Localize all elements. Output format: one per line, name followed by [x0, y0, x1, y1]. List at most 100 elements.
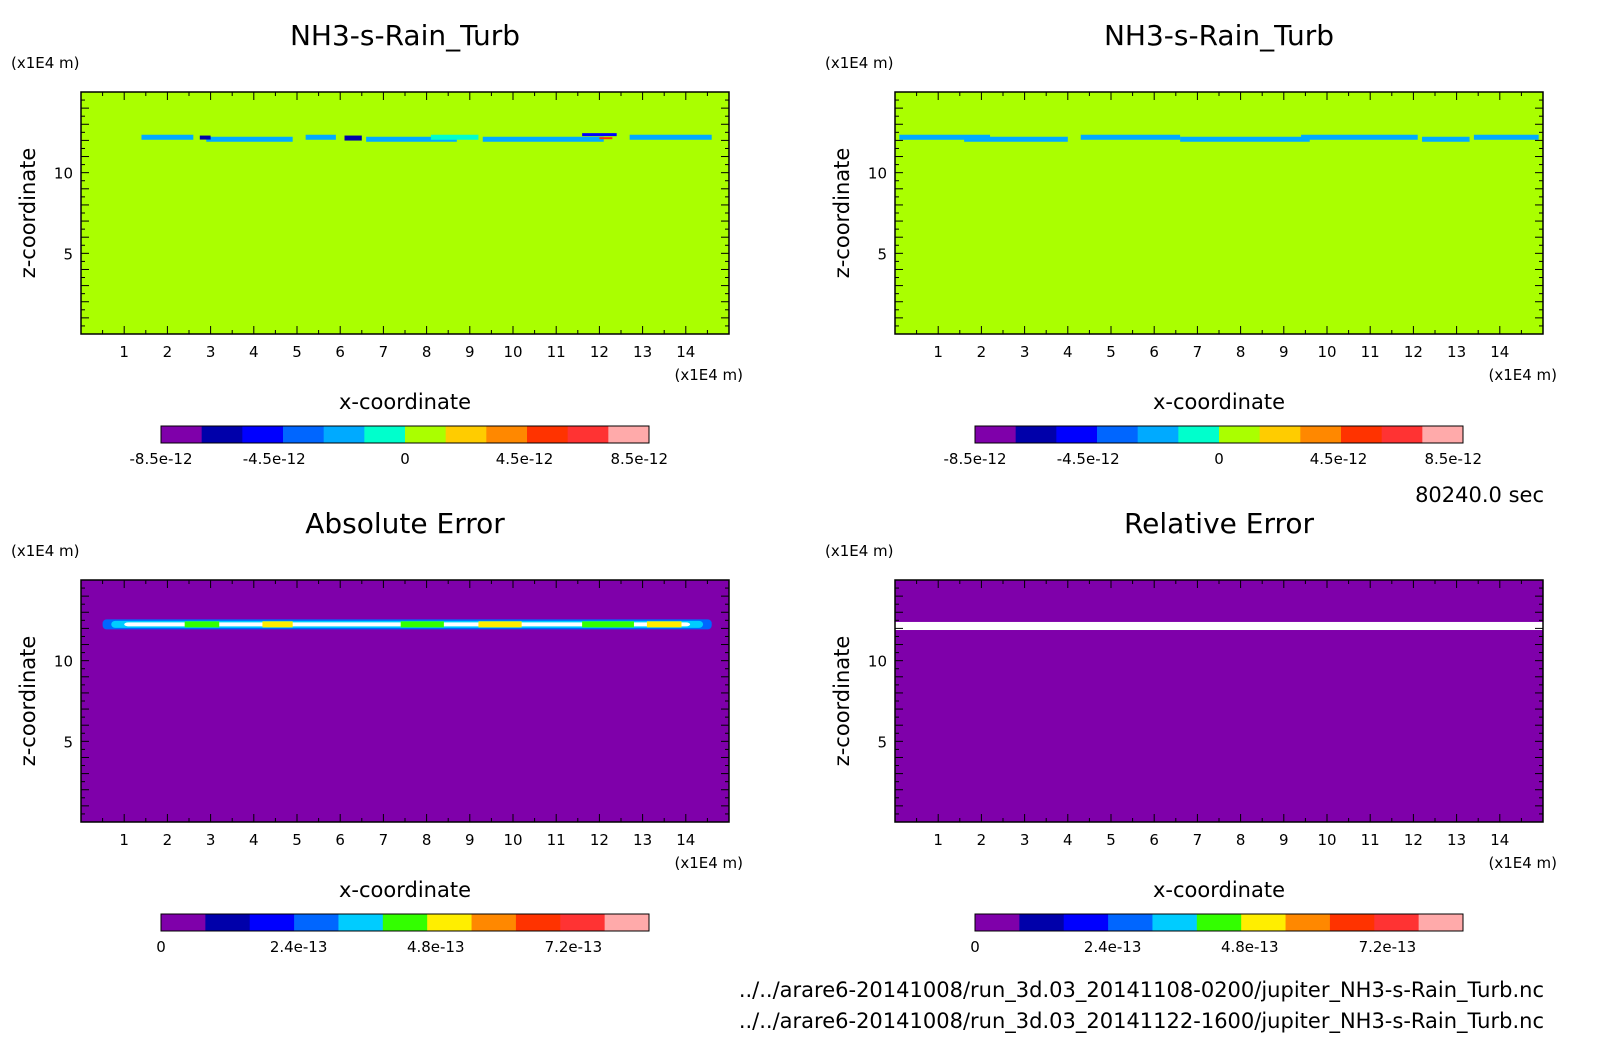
x-tick-label: 7 [379, 343, 389, 361]
colorbar-swatch [1015, 426, 1057, 443]
field-streak [430, 134, 479, 140]
field-streak [899, 134, 991, 140]
panel-4: Relative Error(x1E4 m)1 2 3 4 5 6 7 8 9 10 11 12 13 1… [825, 507, 1557, 956]
x-tick-label: 11 [1361, 831, 1380, 849]
x-tick-label: 2 [977, 831, 987, 849]
y-unit-label: (x1E4 m) [11, 54, 80, 72]
panel-title: Relative Error [1124, 507, 1315, 540]
field-streak [184, 621, 220, 628]
y-axis-label: z-coordinate [16, 636, 40, 767]
colorbar-swatch [283, 426, 325, 443]
colorbar-swatch [1056, 426, 1098, 443]
time-label: 80240.0 sec [1415, 483, 1544, 507]
x-tick-label: 2 [977, 343, 987, 361]
y-tick-group: 5 10 [54, 91, 729, 335]
colorbar-swatch [1381, 426, 1423, 443]
field-streak [262, 621, 293, 628]
file-path-1: ../../arare6-20141008/run_3d.03_20141108… [739, 978, 1544, 1003]
relative-error-band [895, 621, 1543, 631]
colorbar: 0 2.4e-13 4.8e-13 7.2e-13 [970, 913, 1464, 956]
field-streak [305, 134, 336, 140]
x-tick-label: 2 [163, 343, 173, 361]
colorbar-label: 0 [1214, 450, 1224, 468]
y-tick-label: 10 [54, 653, 73, 671]
x-tick-label: 13 [1447, 343, 1466, 361]
x-tick-label: 14 [676, 343, 695, 361]
y-tick-group: 5 10 [868, 579, 1543, 823]
field-streak [141, 134, 194, 140]
heatmap-field [81, 92, 729, 334]
colorbar-swatch [975, 426, 1017, 443]
colorbar-swatch [1178, 426, 1220, 443]
x-tick-label: 3 [206, 343, 216, 361]
x-tick-label: 10 [503, 343, 522, 361]
colorbar-swatch [323, 426, 365, 443]
field-streak [206, 136, 293, 142]
x-axis-label: x-coordinate [1153, 878, 1285, 902]
colorbar: 0 2.4e-13 4.8e-13 7.2e-13 [156, 913, 650, 956]
colorbar-swatch [405, 426, 447, 443]
colorbar-label: -8.5e-12 [130, 450, 193, 468]
colorbar-label: 4.5e-12 [1310, 450, 1368, 468]
x-tick-label: 3 [1020, 831, 1030, 849]
field-streak [1473, 134, 1539, 140]
panel-3: Absolute Error(x1E4 m)1 2 3 4 5 6 7 8 9 10 11 12 13 1… [11, 507, 743, 956]
x-tick-label: 1 [933, 831, 943, 849]
x-axis-label: x-coordinate [339, 878, 471, 902]
field-streak [582, 621, 634, 628]
x-tick-label: 5 [1106, 343, 1116, 361]
file-path-2: ../../arare6-20141008/run_3d.03_20141122… [739, 1009, 1544, 1034]
field-streak [599, 137, 613, 140]
x-tick-label: 4 [249, 831, 259, 849]
colorbar-swatch [471, 914, 517, 931]
field-streak [366, 136, 457, 142]
colorbar-swatch [1108, 914, 1153, 931]
colorbar-swatch [1241, 914, 1287, 931]
y-tick-group: 5 10 [54, 579, 729, 823]
colorbar-label: 4.5e-12 [496, 450, 554, 468]
colorbar-swatch [560, 914, 606, 931]
x-tick-label: 13 [633, 343, 652, 361]
colorbar-swatch [515, 914, 561, 931]
y-tick-label: 5 [63, 245, 73, 263]
y-tick-group: 5 10 [868, 91, 1543, 335]
field-streak [482, 136, 604, 142]
field-background [81, 580, 729, 822]
colorbar-swatch [1418, 914, 1464, 931]
colorbar-swatch [608, 426, 650, 443]
colorbar-swatch [604, 914, 650, 931]
field-streak [629, 134, 712, 140]
colorbar-frame [974, 425, 1464, 444]
colorbar-swatch [1422, 426, 1464, 443]
y-tick-label: 10 [868, 653, 887, 671]
y-tick-label: 5 [63, 733, 73, 751]
colorbar-swatch [427, 914, 473, 931]
colorbar-swatch [975, 914, 1020, 931]
colorbar-swatch [242, 426, 284, 443]
x-tick-label: 13 [1447, 831, 1466, 849]
colorbar-swatch [161, 426, 203, 443]
heatmap-field [895, 580, 1543, 822]
colorbar-swatch [294, 914, 339, 931]
x-tick-label: 1 [933, 343, 943, 361]
x-axis-label: x-coordinate [339, 390, 471, 414]
colorbar-frame [974, 913, 1464, 932]
x-tick-label: 8 [422, 343, 432, 361]
x-tick-label: 12 [1404, 343, 1423, 361]
panel-title: NH3-s-Rain_Turb [1104, 19, 1334, 52]
x-tick-label: 7 [379, 831, 389, 849]
colorbar-swatch [1019, 914, 1065, 931]
colorbar-swatch [1329, 914, 1375, 931]
heatmap-field [895, 92, 1543, 334]
colorbar-swatch [338, 914, 384, 931]
y-unit-label: (x1E4 m) [825, 542, 894, 560]
y-axis-label: z-coordinate [830, 636, 854, 767]
x-tick-group: 1 2 3 4 5 6 7 8 9 10 11 12 13 14 [894, 92, 1544, 361]
x-tick-label: 12 [590, 343, 609, 361]
colorbar-swatch [486, 426, 528, 443]
colorbar-swatch [1137, 426, 1179, 443]
y-axis-label: z-coordinate [16, 148, 40, 279]
colorbar-frame [160, 425, 650, 444]
field-streak [478, 621, 522, 628]
x-axis-label: x-coordinate [1153, 390, 1285, 414]
